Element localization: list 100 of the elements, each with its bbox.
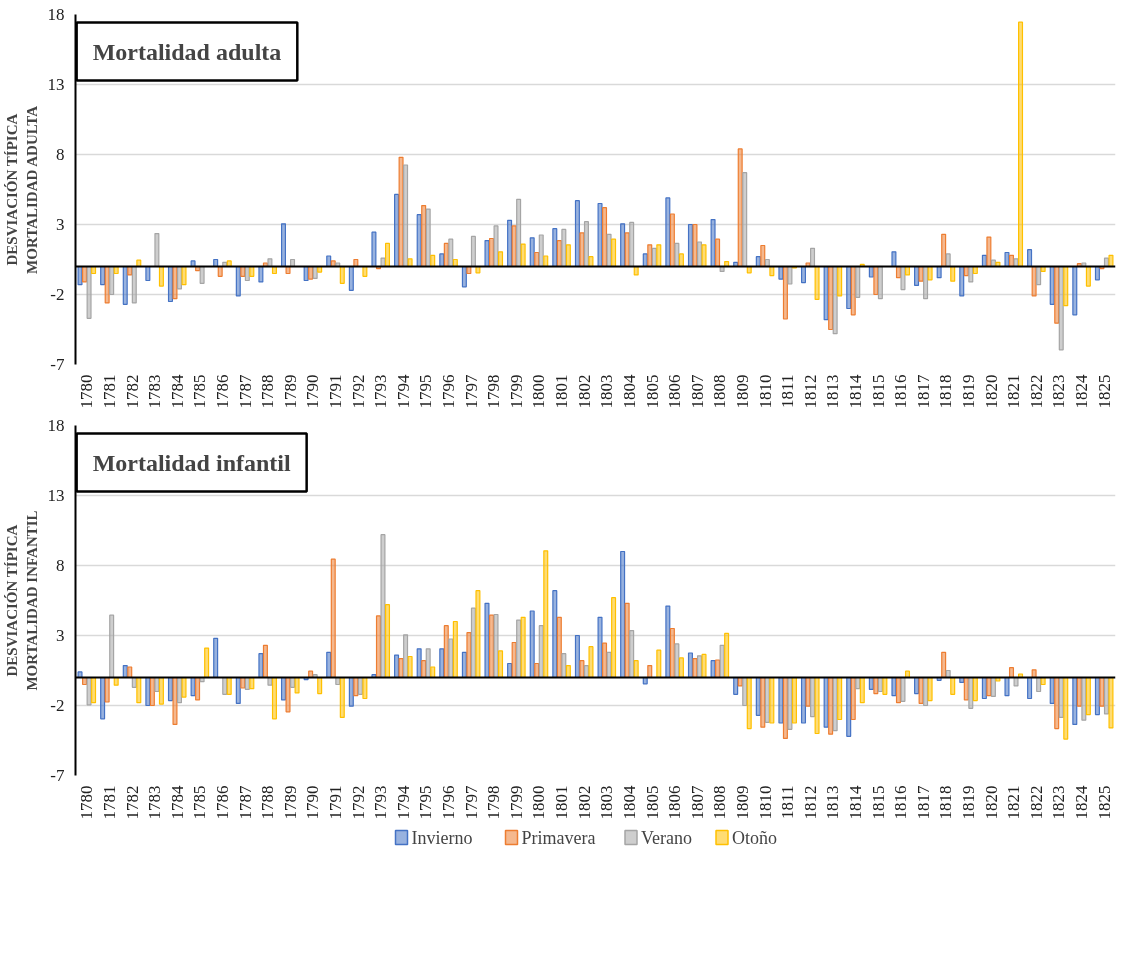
x-tick-label: 1814 bbox=[846, 785, 865, 820]
x-tick-label: 1793 bbox=[371, 785, 391, 820]
x-tick-label: 1816 bbox=[891, 785, 911, 820]
x-tick-label: 1825 bbox=[1094, 374, 1114, 409]
x-tick-label: 1806 bbox=[665, 785, 685, 820]
x-tick-label: 1817 bbox=[913, 785, 933, 820]
x-tick-label: 1786 bbox=[212, 374, 232, 409]
x-tick-label: 1788 bbox=[258, 374, 278, 409]
x-tick-label: 1781 bbox=[99, 374, 119, 409]
x-tick-label: 1797 bbox=[461, 785, 481, 820]
x-tick-label: 1781 bbox=[99, 785, 119, 820]
text: Mortalidad adulta bbox=[92, 38, 282, 65]
x-tick-label: 1782 bbox=[122, 785, 142, 820]
x-tick-label: 1787 bbox=[235, 785, 255, 820]
x-tick-label: 1796 bbox=[439, 785, 459, 820]
x-tick-label: 1805 bbox=[642, 374, 662, 409]
x-tick-label: 1791 bbox=[326, 374, 345, 409]
x-tick-label: 1823 bbox=[1049, 785, 1069, 820]
y-tick-label: 13 bbox=[47, 486, 65, 505]
x-tick-label: 1801 bbox=[552, 374, 572, 409]
x-tick-label: 1794 bbox=[393, 785, 413, 820]
x-tick-label: 1814 bbox=[846, 374, 865, 409]
x-tick-label: 1810 bbox=[755, 374, 775, 409]
x-tick-label: 1803 bbox=[597, 374, 617, 409]
x-tick-label: 1799 bbox=[506, 785, 526, 820]
x-tick-label: 1812 bbox=[800, 785, 820, 820]
y-tick-label: 8 bbox=[56, 556, 65, 575]
x-tick-label: 1824 bbox=[1072, 785, 1092, 820]
x-tick-label: 1808 bbox=[710, 374, 730, 409]
text: Mortalidad infantil bbox=[92, 449, 291, 476]
legend-label: Verano bbox=[641, 827, 692, 848]
x-tick-label: 1811 bbox=[778, 785, 798, 819]
x-tick-label: 1809 bbox=[732, 374, 752, 409]
x-tick-label: 1807 bbox=[687, 785, 707, 820]
x-tick-label: 1812 bbox=[800, 374, 820, 409]
legend-label: Invierno bbox=[411, 827, 473, 848]
x-tick-label: 1817 bbox=[913, 374, 933, 409]
x-tick-label: 1780 bbox=[77, 785, 97, 820]
y-tick-label: 3 bbox=[56, 215, 65, 234]
x-tick-label: 1822 bbox=[1026, 785, 1046, 820]
x-tick-label: 1786 bbox=[212, 785, 232, 820]
x-tick-label: 1822 bbox=[1026, 374, 1046, 409]
x-tick-label: 1783 bbox=[145, 785, 165, 820]
y-tick-label: -2 bbox=[50, 696, 65, 715]
y-tick-label: -7 bbox=[50, 766, 65, 785]
x-tick-label: 1793 bbox=[371, 374, 391, 409]
x-tick-label: 1813 bbox=[823, 374, 843, 409]
x-tick-label: 1805 bbox=[642, 785, 662, 820]
y-tick-label: -7 bbox=[50, 355, 65, 374]
x-tick-label: 1800 bbox=[529, 374, 549, 409]
x-tick-label: 1819 bbox=[959, 374, 979, 409]
x-tick-label: 1815 bbox=[868, 374, 888, 409]
x-tick-label: 1795 bbox=[416, 374, 436, 409]
x-tick-label: 1811 bbox=[778, 374, 798, 408]
x-tick-label: 1809 bbox=[732, 785, 752, 820]
x-tick-label: 1787 bbox=[235, 374, 255, 409]
y-tick-label: 3 bbox=[56, 626, 65, 645]
y-axis-title: DESVIACIÓN TÍPICA MORTALIDAD ADULTA bbox=[4, 105, 40, 274]
y-tick-label: -2 bbox=[50, 285, 65, 304]
x-tick-label: 1808 bbox=[710, 785, 730, 820]
x-tick-label: 1785 bbox=[190, 374, 210, 409]
x-tick-label: 1824 bbox=[1072, 374, 1092, 409]
x-tick-label: 1810 bbox=[755, 785, 775, 820]
x-tick-label: 1790 bbox=[303, 785, 323, 820]
x-tick-label: 1804 bbox=[619, 785, 639, 820]
x-tick-label: 1821 bbox=[1004, 785, 1024, 820]
x-tick-label: 1799 bbox=[506, 374, 526, 409]
x-tick-label: 1802 bbox=[574, 785, 594, 820]
y-tick-label: 18 bbox=[47, 5, 65, 24]
legend-label: Otoño bbox=[732, 827, 777, 848]
y-tick-label: 8 bbox=[56, 145, 65, 164]
x-tick-label: 1820 bbox=[981, 785, 1001, 820]
x-tick-label: 1803 bbox=[597, 785, 617, 820]
x-tick-label: 1788 bbox=[258, 785, 278, 820]
x-tick-label: 1791 bbox=[326, 785, 345, 820]
x-tick-label: 1823 bbox=[1049, 374, 1069, 409]
x-tick-label: 1794 bbox=[393, 374, 413, 409]
x-tick-label: 1792 bbox=[348, 374, 368, 409]
x-tick-label: 1806 bbox=[665, 374, 685, 409]
x-tick-label: 1807 bbox=[687, 374, 707, 409]
x-tick-label: 1797 bbox=[461, 374, 481, 409]
y-axis-title: DESVIACIÓN TÍPICA MORTALIDAD INFANTIL bbox=[4, 510, 40, 691]
y-tick-label: 18 bbox=[47, 416, 65, 435]
x-tick-label: 1816 bbox=[891, 374, 911, 409]
x-tick-label: 1821 bbox=[1004, 374, 1024, 409]
x-tick-label: 1780 bbox=[77, 374, 97, 409]
x-tick-label: 1813 bbox=[823, 785, 843, 820]
x-tick-label: 1796 bbox=[439, 374, 459, 409]
x-tick-label: 1798 bbox=[484, 785, 504, 820]
x-tick-label: 1818 bbox=[936, 374, 956, 409]
x-tick-label: 1825 bbox=[1094, 785, 1114, 820]
x-tick-label: 1784 bbox=[167, 785, 187, 820]
x-tick-label: 1785 bbox=[190, 785, 210, 820]
x-tick-label: 1804 bbox=[619, 374, 639, 409]
x-tick-label: 1789 bbox=[280, 785, 300, 820]
x-tick-label: 1820 bbox=[981, 374, 1001, 409]
x-tick-label: 1792 bbox=[348, 785, 368, 820]
x-tick-label: 1800 bbox=[529, 785, 549, 820]
x-tick-label: 1798 bbox=[484, 374, 504, 409]
x-tick-label: 1815 bbox=[868, 785, 888, 820]
